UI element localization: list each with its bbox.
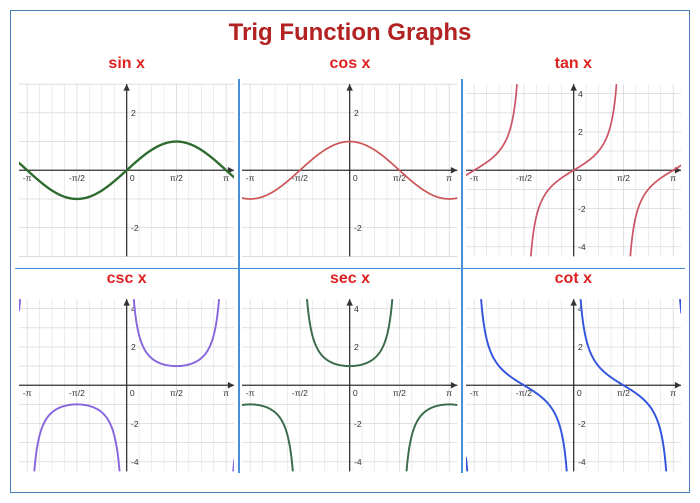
chart-title-sec: sec x — [330, 270, 370, 288]
svg-text:π/2: π/2 — [616, 388, 629, 398]
chart-sin: -π-π/20π/2π-22 — [19, 75, 234, 266]
svg-text:0: 0 — [577, 388, 582, 398]
svg-text:-π: -π — [246, 388, 255, 398]
svg-text:4: 4 — [354, 303, 359, 313]
divider-vertical-2 — [461, 79, 463, 474]
svg-text:-π: -π — [469, 388, 478, 398]
page-title: Trig Function Graphs — [15, 19, 685, 47]
svg-text:-4: -4 — [578, 457, 586, 467]
svg-text:-2: -2 — [578, 204, 586, 214]
svg-text:π: π — [670, 388, 676, 398]
svg-text:2: 2 — [578, 342, 583, 352]
row-top: sin x -π -π/2 0 π/2 π -2 2 cos x -π -π/2 0 π/2 π -2… — [15, 53, 685, 268]
svg-text:π: π — [446, 173, 452, 183]
svg-text:-2: -2 — [354, 418, 362, 428]
svg-text:π/2: π/2 — [616, 173, 629, 183]
svg-text:-π/2: -π/2 — [516, 173, 532, 183]
svg-text:π: π — [223, 173, 229, 183]
svg-text:-2: -2 — [131, 223, 139, 233]
svg-text:-π/2: -π/2 — [292, 388, 308, 398]
svg-text:-π/2: -π/2 — [69, 173, 85, 183]
cell-sec: sec x -π -π/2 0 π/2 π -4 -2 2 4 — [238, 268, 461, 483]
svg-text:0: 0 — [577, 173, 582, 183]
svg-text:-π: -π — [23, 388, 32, 398]
svg-text:-4: -4 — [578, 242, 586, 252]
svg-text:0: 0 — [130, 388, 135, 398]
chart-cot: -π-π/20π/2π-4-224 — [466, 290, 681, 481]
svg-text:-π/2: -π/2 — [69, 388, 85, 398]
svg-text:-2: -2 — [131, 418, 139, 428]
svg-text:0: 0 — [353, 173, 358, 183]
chart-tan: -π -π/2 0 π/2 π -4 -2 2 4 — [466, 75, 681, 266]
divider-vertical-1 — [238, 79, 240, 474]
svg-text:π: π — [670, 173, 676, 183]
svg-text:2: 2 — [354, 342, 359, 352]
chart-title-cos: cos x — [330, 55, 371, 73]
chart-csc: -π-π/20π/2π-4-224 — [19, 290, 234, 481]
chart-frame: Trig Function Graphs sin x -π -π/2 0 π/2 π -2… — [10, 10, 690, 493]
divider-horizontal — [15, 268, 685, 270]
cell-cos: cos x -π-π/20π/2π-22 — [238, 53, 461, 268]
svg-text:4: 4 — [578, 89, 583, 99]
chart-title-csc: csc x — [107, 270, 147, 288]
svg-text:2: 2 — [354, 108, 359, 118]
svg-text:2: 2 — [131, 342, 136, 352]
chart-title-tan: tan x — [555, 55, 592, 73]
cell-cot: cot x -π-π/20π/2π-4-224 — [462, 268, 685, 483]
chart-sec: -π -π/2 0 π/2 π -4 -2 2 4 — [242, 290, 457, 481]
svg-text:2: 2 — [131, 108, 136, 118]
svg-text:-2: -2 — [354, 223, 362, 233]
svg-text:-4: -4 — [354, 457, 362, 467]
row-bottom: csc x -π -π/2 0 π/2 π -4 -2 2 4 sec x -π -π/2 0 π/2… — [15, 268, 685, 483]
svg-text:π: π — [446, 388, 452, 398]
svg-text:-π: -π — [246, 173, 255, 183]
chart-title-sin: sin x — [108, 55, 144, 73]
svg-text:0: 0 — [353, 388, 358, 398]
charts-grid: sin x -π -π/2 0 π/2 π -2 2 cos x -π -π/2 0 π/2 π -2… — [15, 53, 685, 482]
svg-text:π/2: π/2 — [393, 388, 406, 398]
cell-csc: csc x -π-π/20π/2π-4-224 — [15, 268, 238, 483]
svg-text:-π: -π — [469, 173, 478, 183]
svg-text:π/2: π/2 — [170, 388, 183, 398]
chart-cos: -π-π/20π/2π-22 — [242, 75, 457, 266]
cell-tan: tan x -π -π/2 0 π/2 π -4 -2 2 4 — [462, 53, 685, 268]
svg-text:π: π — [223, 388, 229, 398]
svg-text:π/2: π/2 — [170, 173, 183, 183]
chart-title-cot: cot x — [555, 270, 592, 288]
cell-sin: sin x -π-π/20π/2π-22 — [15, 53, 238, 268]
svg-text:-2: -2 — [578, 418, 586, 428]
svg-text:-4: -4 — [131, 457, 139, 467]
svg-text:2: 2 — [578, 127, 583, 137]
svg-text:0: 0 — [130, 173, 135, 183]
